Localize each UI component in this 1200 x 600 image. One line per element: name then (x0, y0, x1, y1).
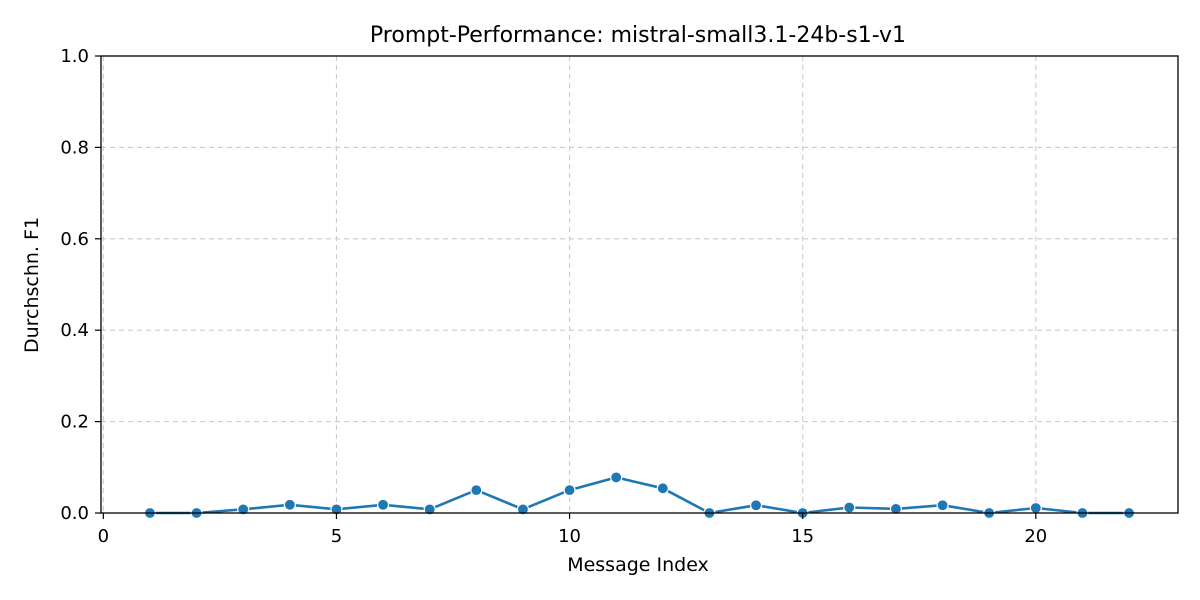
data-point (376, 498, 390, 511)
x-axis-ticks: 0 5 10 15 20 (98, 513, 1047, 547)
x-axis-label: Message Index (567, 554, 709, 576)
data-point (423, 503, 436, 516)
plot-area-frame (100, 55, 1179, 514)
data-point (656, 482, 669, 495)
y-axis-label: Durchschn. F1 (21, 217, 43, 353)
y-tick-label: 0.2 (60, 412, 89, 433)
x-tick-label: 15 (791, 526, 814, 547)
data-point (610, 471, 623, 484)
y-tick-label: 0.4 (60, 320, 89, 341)
y-tick-label: 0.0 (60, 503, 89, 524)
chart-title: Prompt-Performance: mistral-small3.1-24b… (370, 23, 906, 48)
data-point (563, 484, 576, 497)
x-tick-label: 20 (1024, 526, 1047, 547)
y-tick-label: 1.0 (60, 46, 89, 67)
data-point (237, 503, 250, 516)
series-line (150, 476, 1129, 515)
y-tick-label: 0.6 (60, 229, 89, 250)
data-point (1029, 501, 1042, 515)
data-point (889, 502, 903, 515)
data-point (283, 498, 296, 511)
y-axis-ticks: 0.0 0.2 0.4 0.6 0.8 1.0 (60, 46, 101, 524)
x-tick-label: 5 (331, 526, 342, 547)
y-tick-label: 0.8 (60, 137, 89, 158)
series-layer (143, 471, 1136, 520)
data-point (843, 501, 856, 514)
data-point (470, 484, 483, 497)
x-tick-label: 10 (558, 526, 581, 547)
x-tick-label: 0 (98, 526, 109, 547)
data-point (516, 503, 530, 516)
data-point (749, 499, 763, 512)
data-point (936, 499, 949, 512)
grid-lines (101, 55, 1178, 514)
